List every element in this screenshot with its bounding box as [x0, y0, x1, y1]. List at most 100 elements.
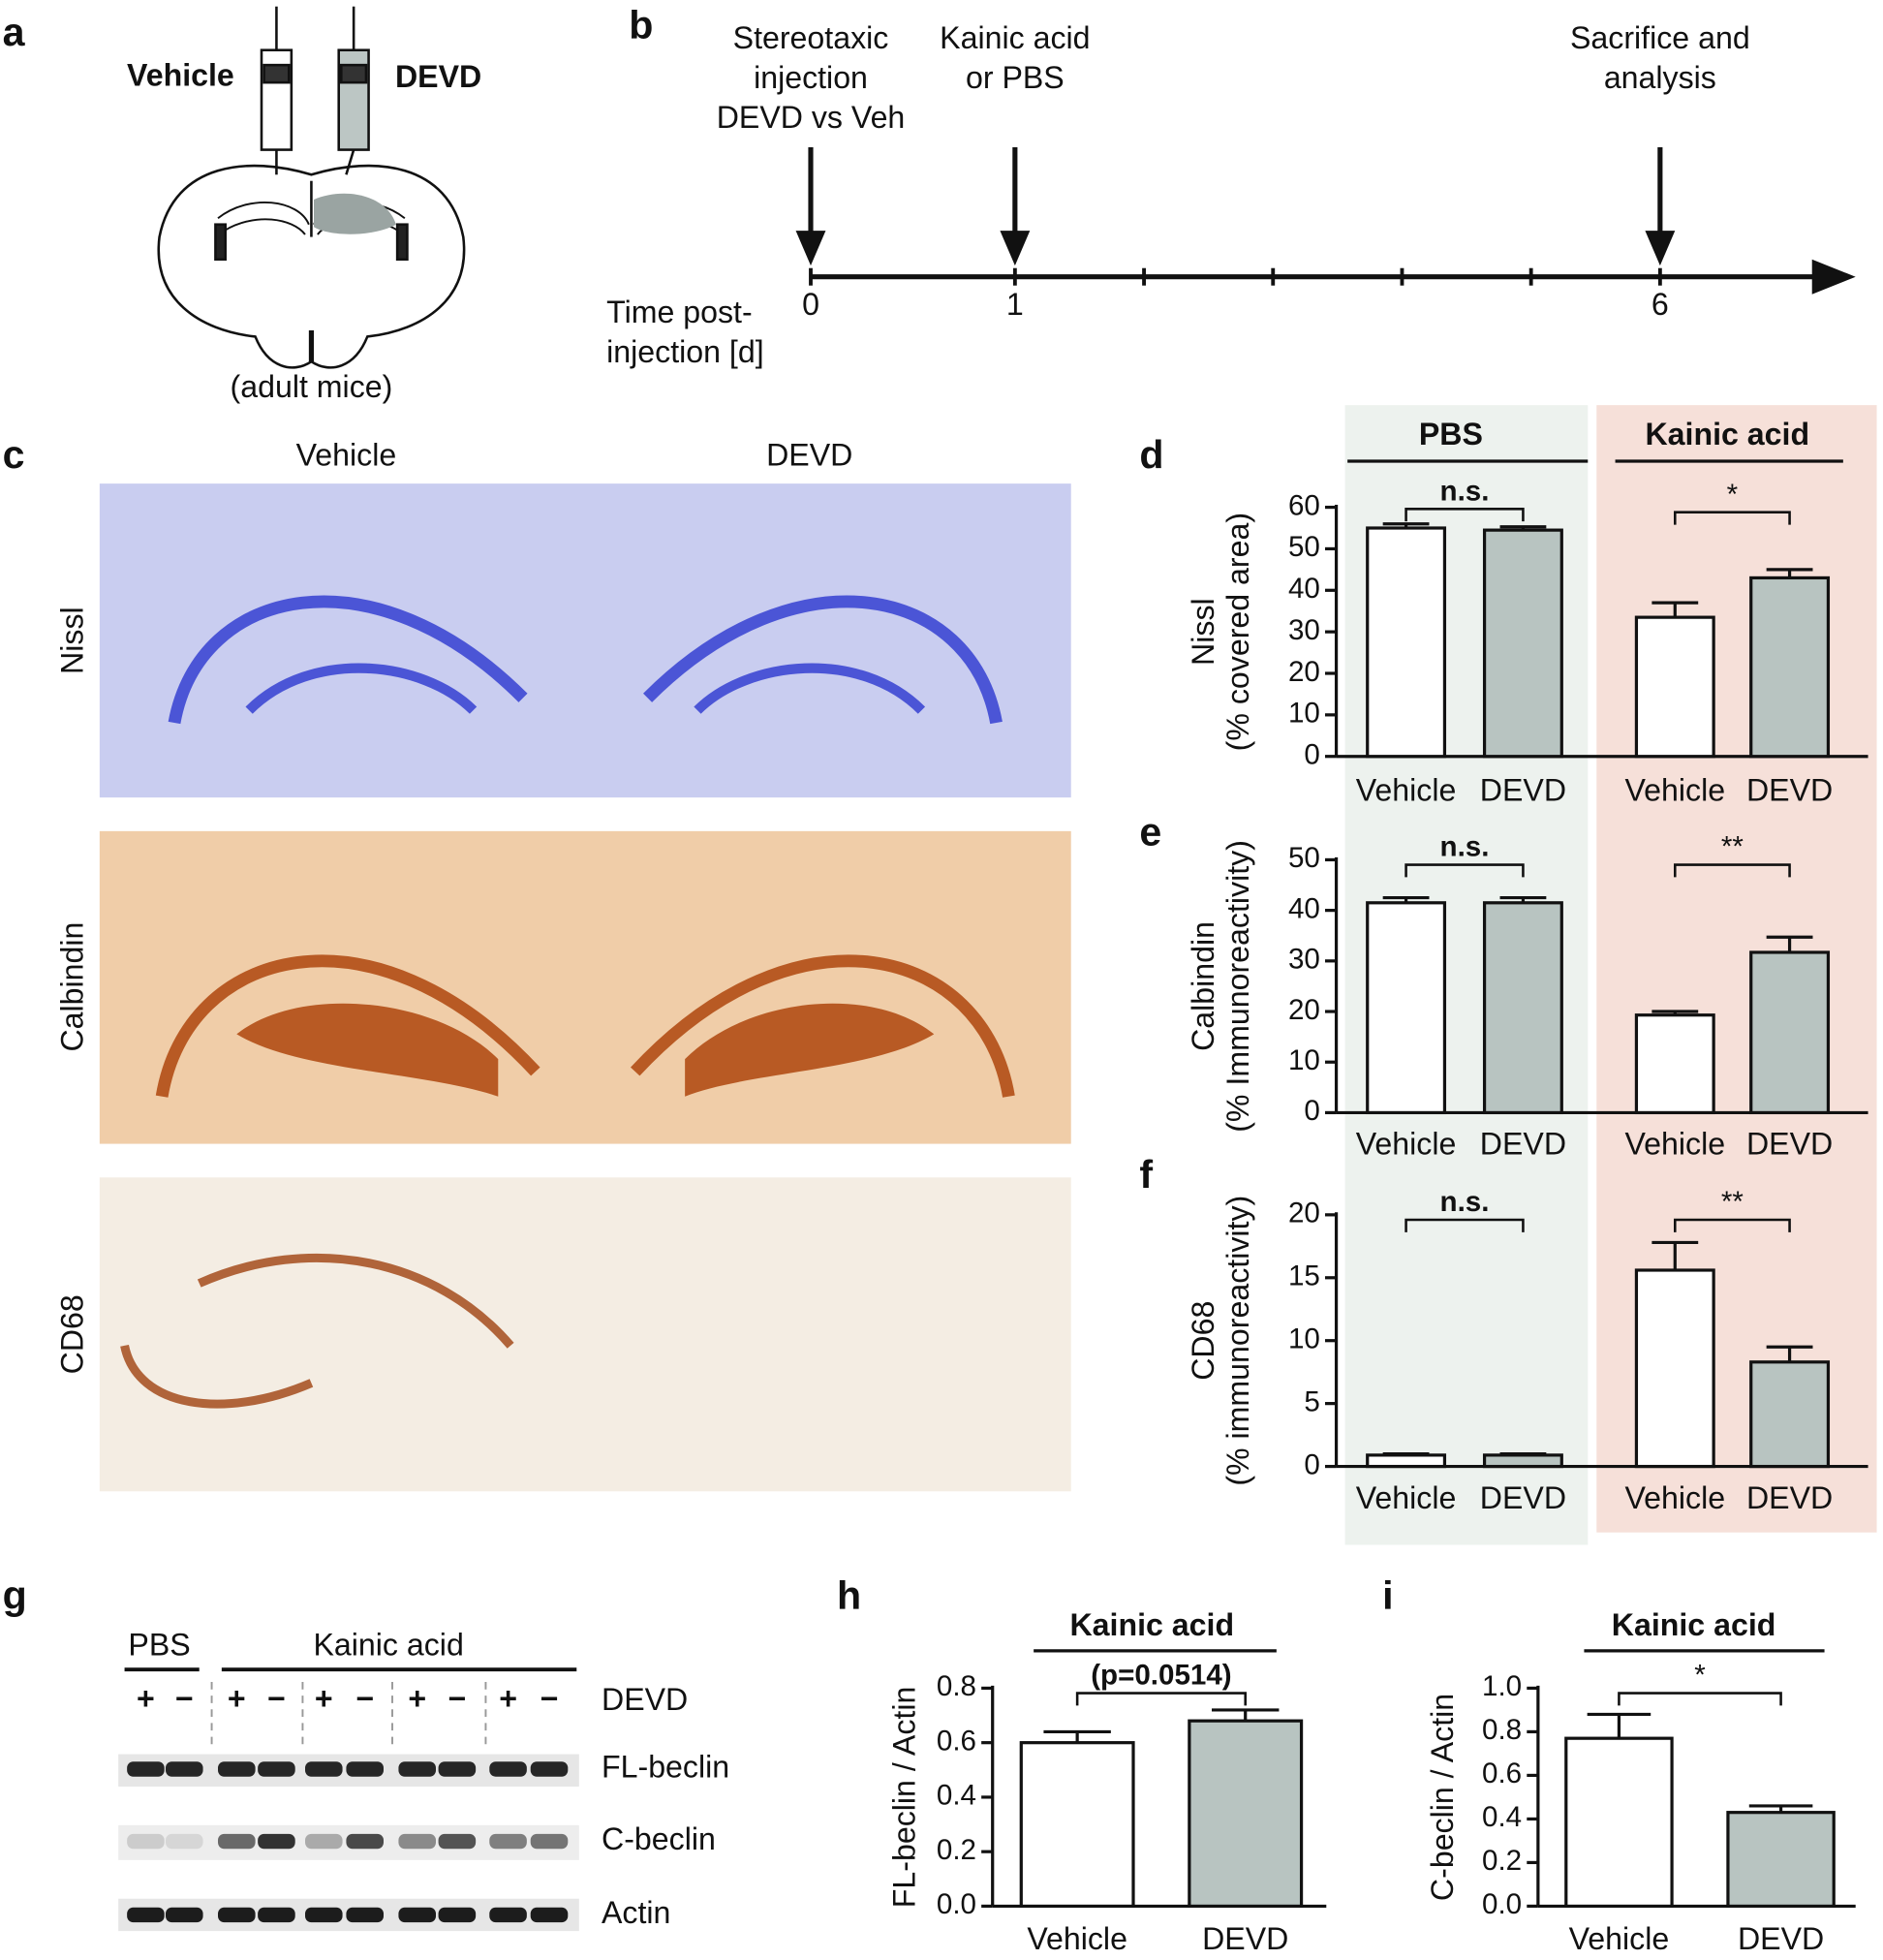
y-tick-label: 0.2: [937, 1834, 976, 1866]
x-tick-label: Vehicle: [1356, 772, 1457, 807]
tick-label: 6: [1651, 287, 1669, 322]
tick-label: 0: [802, 287, 819, 322]
arrow-head: [1645, 231, 1676, 266]
event-label: DEVD vs Veh: [717, 100, 906, 135]
x-tick-label: Vehicle: [1569, 1921, 1670, 1956]
blot-band: [398, 1833, 436, 1850]
x-tick-label: DEVD: [1480, 1127, 1566, 1162]
brain-diagram: [157, 164, 466, 369]
x-tick-label: Vehicle: [1356, 1127, 1457, 1162]
significance-bracket: [1405, 863, 1525, 878]
y-tick-label: 0.8: [937, 1670, 976, 1702]
timeline-axis: [811, 259, 1856, 295]
y-tick-label: 0.8: [1482, 1714, 1522, 1746]
y-axis-label: (% Immunoreactivity): [1220, 840, 1255, 1133]
blot-band: [530, 1833, 569, 1850]
blot-band: [305, 1907, 343, 1923]
y-tick-label: 0.6: [1482, 1758, 1522, 1789]
x-tick-label: Vehicle: [1027, 1921, 1127, 1956]
chart-title: Kainic acid: [1612, 1607, 1776, 1642]
bar: [1564, 1736, 1674, 1909]
chart-title: Kainic acid: [1069, 1607, 1234, 1642]
x-tick-label: Vehicle: [1624, 1480, 1725, 1515]
y-tick-label: 15: [1288, 1260, 1320, 1292]
y-axis-label: (% immunoreactivity): [1220, 1196, 1255, 1486]
blot-row-label: FL-beclin: [602, 1749, 729, 1784]
panel-letter: d: [1139, 432, 1163, 477]
panel-letter: f: [1139, 1152, 1153, 1197]
blot-band: [438, 1907, 477, 1923]
treatment-label: DEVD: [602, 1682, 688, 1717]
blot-band: [166, 1761, 203, 1777]
significance-label: **: [1721, 831, 1744, 863]
group-label: PBS: [128, 1627, 190, 1662]
y-axis-label: Calbindin: [1186, 921, 1220, 1051]
x-tick-label: DEVD: [1202, 1921, 1288, 1956]
x-tick-label: DEVD: [1746, 772, 1833, 807]
blot-band: [305, 1833, 343, 1850]
y-axis-label: (% covered area): [1220, 513, 1255, 751]
bar: [1482, 1453, 1563, 1469]
sign: +: [137, 1681, 155, 1716]
blot-band: [218, 1761, 256, 1777]
row-label: Calbindin: [55, 922, 90, 1052]
blot-band: [258, 1761, 295, 1777]
significance-bracket: [1075, 1692, 1247, 1706]
y-axis-label: C-beclin / Actin: [1425, 1694, 1460, 1901]
y-tick-label: 0: [1304, 1448, 1319, 1480]
blot-band: [489, 1761, 527, 1777]
significance-bracket: [1674, 1218, 1791, 1232]
significance-bracket: [1618, 1692, 1782, 1706]
axis-label: Time post-: [606, 295, 753, 329]
panel-letter: a: [3, 10, 26, 54]
sign: −: [175, 1681, 194, 1716]
bar: [1482, 901, 1563, 1115]
y-tick-label: 0: [1304, 739, 1319, 771]
sign: +: [408, 1681, 426, 1716]
y-tick-label: 0.6: [937, 1725, 976, 1757]
blot-band: [438, 1833, 477, 1850]
blot-band: [530, 1907, 569, 1923]
sign: −: [540, 1681, 559, 1716]
bar: [1749, 1360, 1831, 1469]
panel-letter: i: [1382, 1573, 1393, 1618]
y-tick-label: 40: [1288, 892, 1320, 924]
row-label: CD68: [55, 1294, 90, 1374]
row-label: Nissl: [55, 607, 90, 674]
tick-label: 1: [1006, 287, 1024, 322]
event-label: or PBS: [966, 60, 1065, 95]
blot-band: [127, 1761, 165, 1777]
arrow-head: [1000, 231, 1031, 266]
significance-bracket: [1674, 863, 1791, 878]
event-label: Sacrifice and: [1570, 20, 1750, 55]
blot-band: [398, 1761, 436, 1777]
y-tick-label: 50: [1288, 842, 1320, 874]
bar: [1482, 528, 1563, 759]
label: Vehicle: [127, 57, 234, 92]
bar: [1634, 1268, 1715, 1469]
blot-band: [346, 1761, 384, 1777]
column-label: Vehicle: [296, 438, 397, 473]
y-tick-label: 10: [1288, 698, 1320, 730]
bar: [1366, 1453, 1447, 1469]
y-tick-label: 5: [1304, 1385, 1319, 1417]
blot-band: [166, 1907, 203, 1923]
group-header: PBS: [1419, 417, 1483, 451]
y-tick-label: 50: [1288, 531, 1320, 563]
y-axis-label: CD68: [1186, 1301, 1220, 1381]
group-header: Kainic acid: [1645, 417, 1809, 451]
significance-label: n.s.: [1440, 1186, 1490, 1218]
axis-label: injection [d]: [606, 334, 764, 369]
blot-row-label: Actin: [602, 1895, 670, 1930]
blot-band: [127, 1907, 165, 1923]
event-label: analysis: [1604, 60, 1716, 95]
bar: [1749, 576, 1831, 759]
blot-band: [305, 1761, 343, 1777]
blot-band: [438, 1761, 477, 1777]
blot-band: [346, 1907, 384, 1923]
y-tick-label: 10: [1288, 1044, 1320, 1076]
y-tick-label: 30: [1288, 614, 1320, 646]
y-tick-label: 40: [1288, 573, 1320, 605]
blot-band: [258, 1833, 295, 1850]
x-tick-label: DEVD: [1480, 772, 1566, 807]
